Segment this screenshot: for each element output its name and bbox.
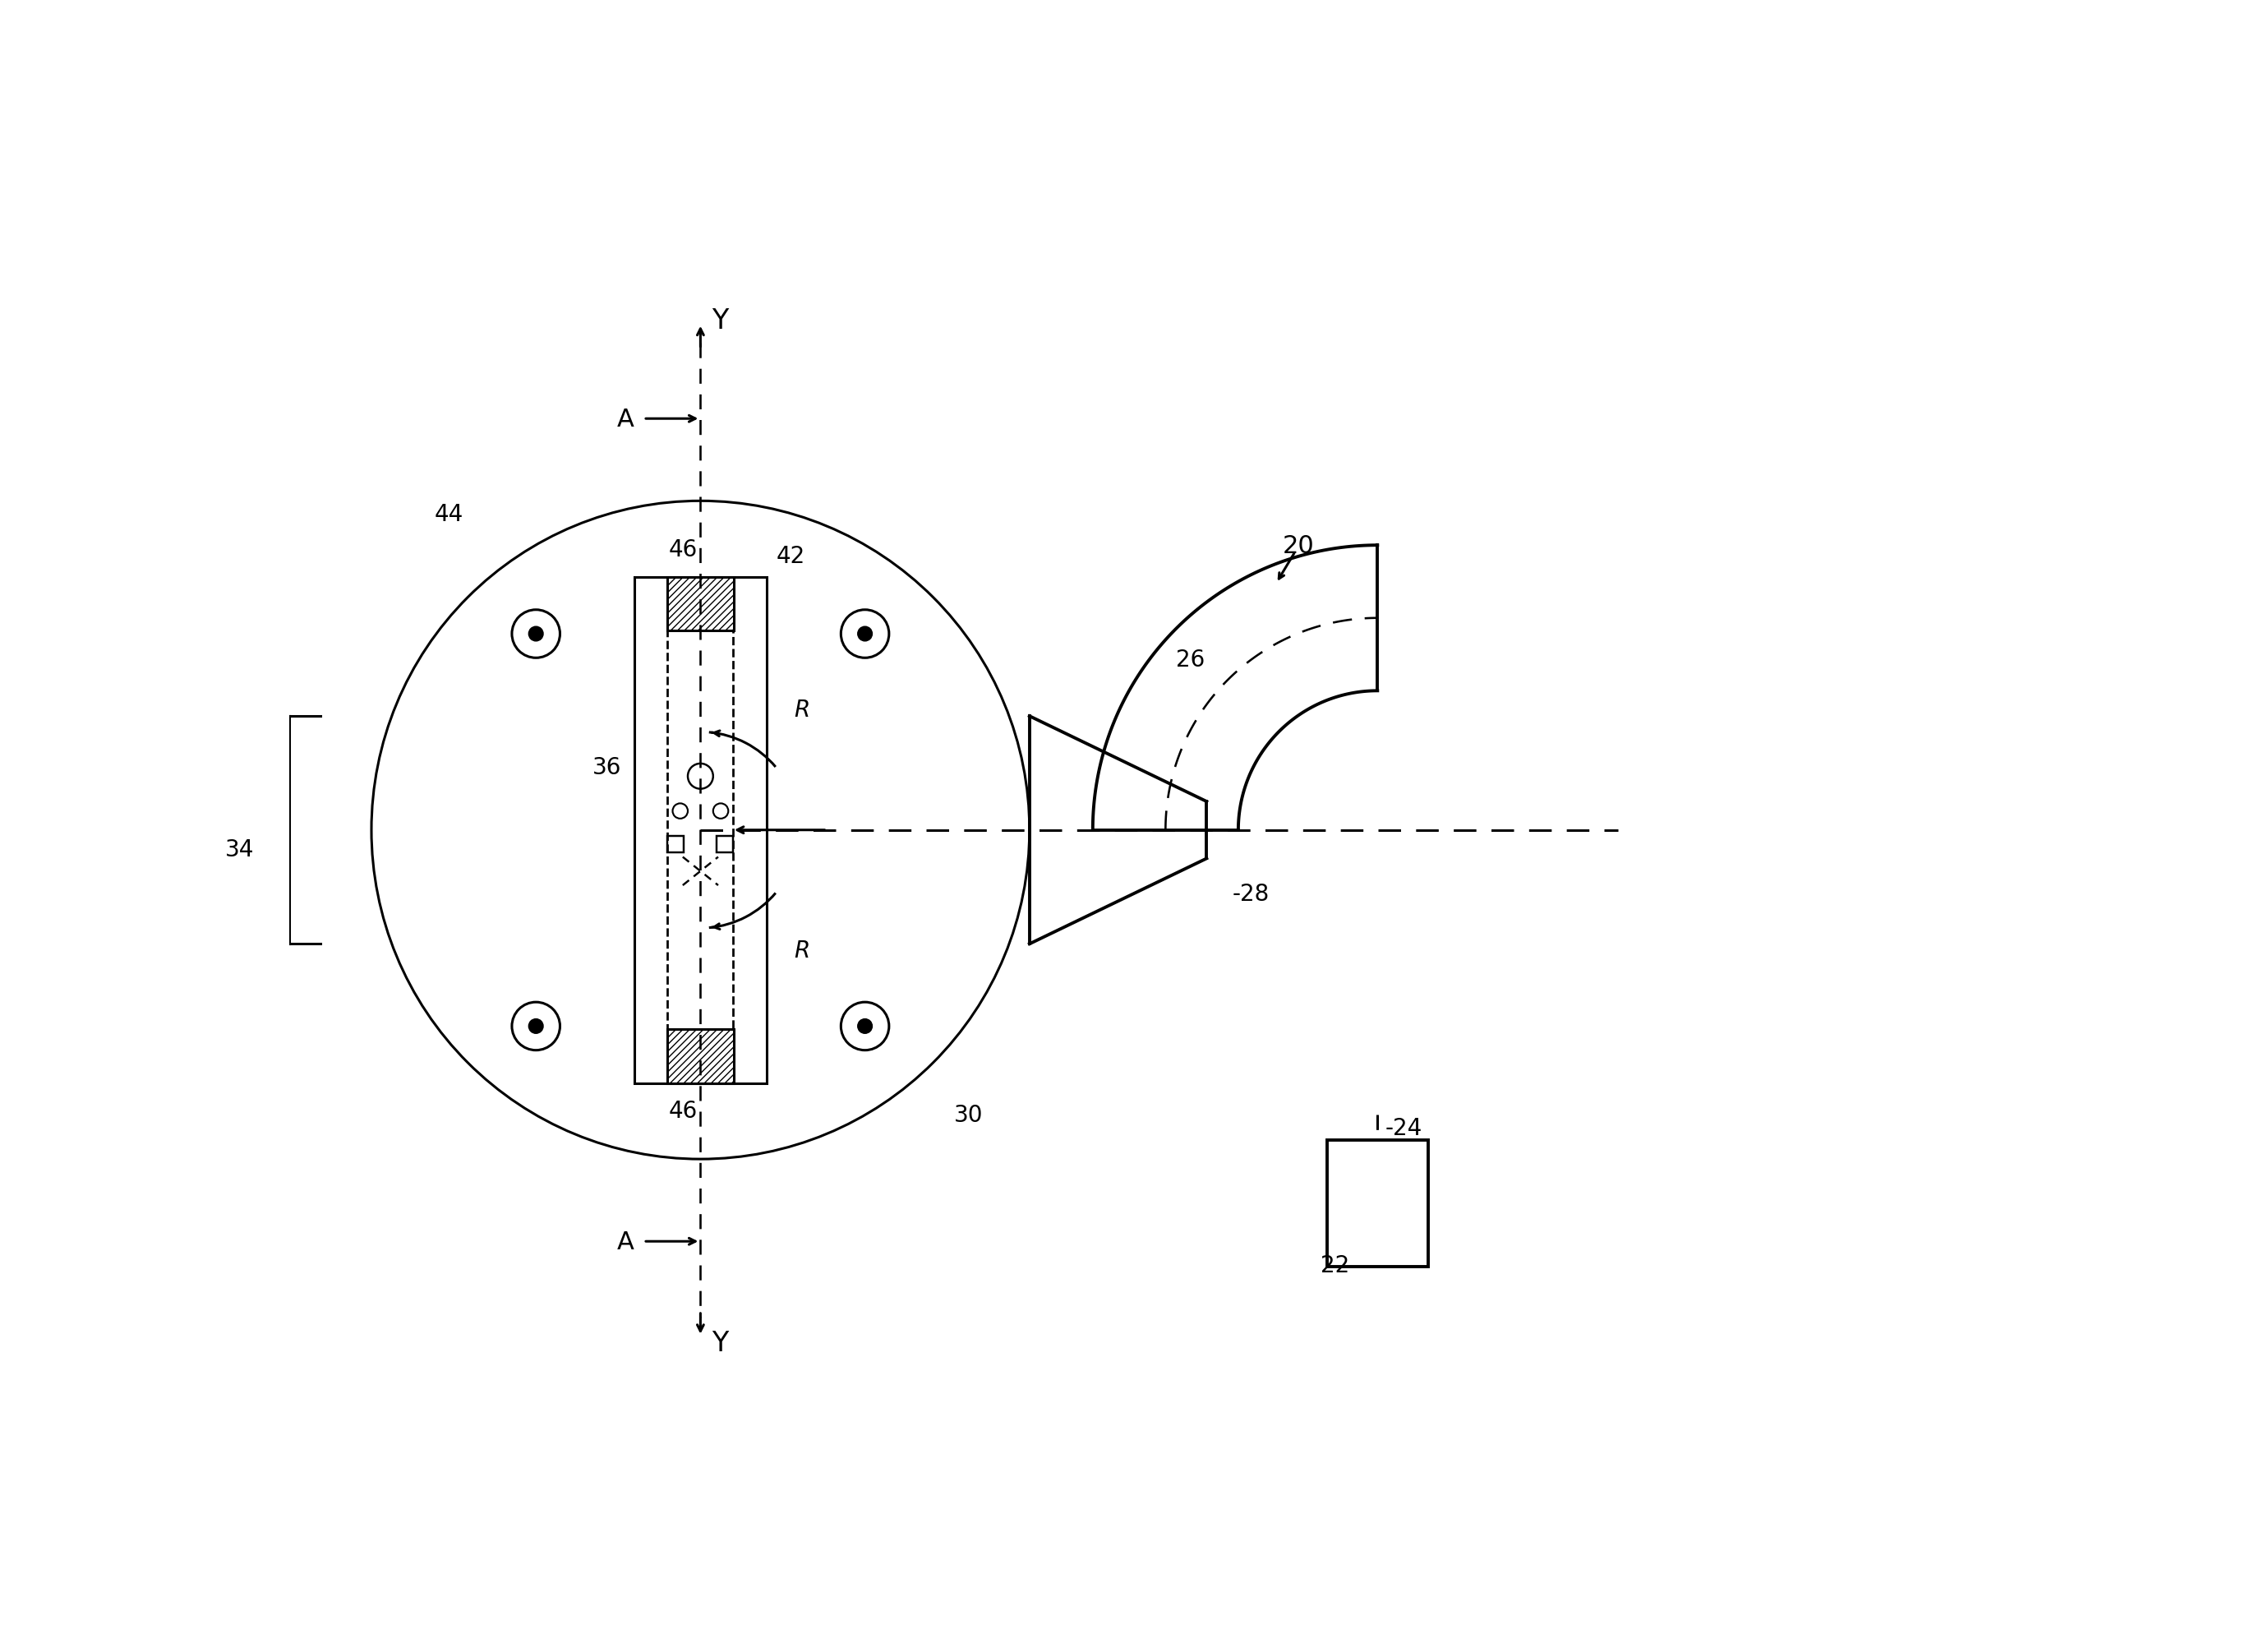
Text: 34: 34 <box>225 837 254 860</box>
Circle shape <box>841 1002 889 1050</box>
Circle shape <box>513 1002 560 1050</box>
Circle shape <box>513 610 560 658</box>
Text: 42: 42 <box>776 545 805 569</box>
Text: 46: 46 <box>669 1099 699 1122</box>
Circle shape <box>857 1018 873 1033</box>
Circle shape <box>857 626 873 641</box>
Text: -24: -24 <box>1386 1116 1422 1139</box>
Bar <box>717 837 733 854</box>
Text: R: R <box>794 699 810 722</box>
Text: 30: 30 <box>953 1104 982 1127</box>
Text: R: R <box>794 939 810 962</box>
Text: Y: Y <box>712 1330 728 1356</box>
Text: Y: Y <box>712 308 728 335</box>
Text: 22: 22 <box>1320 1254 1349 1276</box>
Text: 36: 36 <box>592 755 621 778</box>
Text: -28: -28 <box>1232 882 1270 905</box>
Text: A: A <box>617 1229 635 1254</box>
Bar <box>667 631 733 1030</box>
Text: 46: 46 <box>669 539 699 562</box>
Text: 20: 20 <box>1284 534 1315 557</box>
Circle shape <box>528 1018 542 1033</box>
Bar <box>1327 1140 1429 1267</box>
Text: A: A <box>617 407 635 432</box>
Circle shape <box>841 610 889 658</box>
Bar <box>635 577 767 1083</box>
Text: 44: 44 <box>435 503 463 526</box>
Bar <box>667 577 733 631</box>
Circle shape <box>528 626 542 641</box>
Bar <box>667 837 685 854</box>
Text: 26: 26 <box>1175 648 1204 671</box>
Bar <box>667 1030 733 1083</box>
